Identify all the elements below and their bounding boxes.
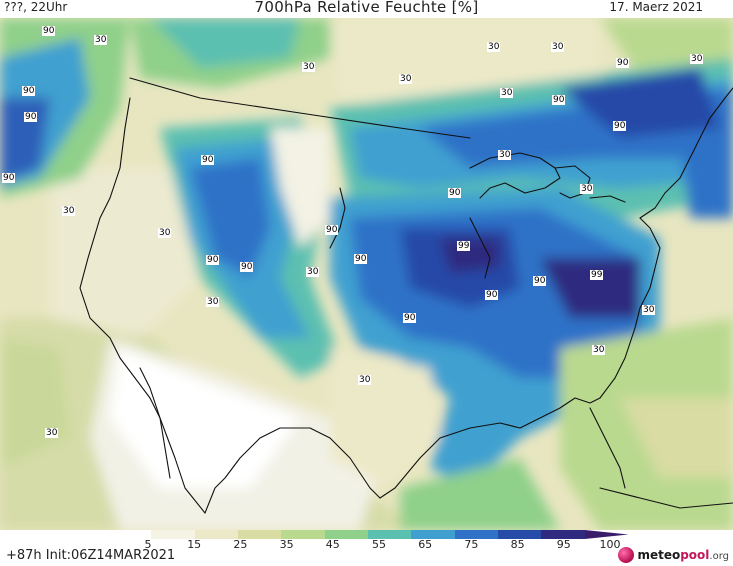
colorbar-tick-label: 35: [279, 538, 294, 551]
contour-label: 90: [206, 255, 220, 265]
contour-label: 99: [457, 241, 471, 251]
colorbar-tick-label: 75: [464, 538, 479, 551]
contour-label: 30: [158, 228, 172, 238]
contour-label: 90: [403, 313, 417, 323]
colorbar-tick-label: 55: [372, 538, 386, 551]
contour-label: 30: [498, 150, 512, 160]
contour-label: 30: [94, 35, 108, 45]
colorbar-segment: [454, 530, 499, 539]
colorbar-segment: [281, 530, 326, 539]
contour-label: 30: [399, 74, 413, 84]
date-label: 17. Maerz 2021: [609, 0, 703, 14]
contour-label: 90: [22, 86, 36, 96]
contour-label: 90: [325, 225, 339, 235]
contour-label: 90: [448, 188, 462, 198]
contour-label: 90: [552, 95, 566, 105]
contour-label: 30: [500, 88, 514, 98]
logo-text: meteopool.org: [637, 548, 729, 562]
map-title: 700hPa Relative Feuchte [%]: [254, 0, 479, 16]
colorbar-tick-label: 45: [325, 538, 340, 551]
contour-label: 30: [592, 345, 606, 355]
colorbar-segment: [498, 530, 542, 539]
colorbar-tick-label: 5: [144, 538, 152, 551]
header-bar: ???, 22Uhr 700hPa Relative Feuchte [%] 1…: [0, 0, 733, 18]
contour-label: 90: [613, 121, 627, 131]
contour-label: 30: [45, 428, 59, 438]
contour-label: 90: [240, 262, 254, 272]
colorbar-tick-label: 15: [187, 538, 202, 551]
colorbar-segment: [584, 530, 629, 539]
contour-label: 90: [201, 155, 215, 165]
contour-label: 90: [616, 58, 630, 68]
contour-label: 30: [642, 305, 656, 315]
contour-label: 30: [551, 42, 565, 52]
contour-label: 90: [42, 26, 56, 36]
contour-label: 90: [485, 290, 499, 300]
colorbar-segment: [194, 530, 239, 539]
contour-label: 30: [690, 54, 704, 64]
contour-label: 30: [358, 375, 372, 385]
colorbar-segment: [108, 530, 152, 539]
contour-label: 90: [533, 276, 547, 286]
contour-label: 30: [62, 206, 76, 216]
colorbar-tick-label: 85: [510, 538, 525, 551]
colorbar: [108, 530, 629, 544]
contour-label: 30: [487, 42, 501, 52]
humidity-field: [0, 18, 733, 530]
model-run-label: +87h Init:06Z14MAR2021: [6, 548, 176, 563]
colorbar-segment: [151, 530, 196, 539]
colorbar-segment: [411, 530, 456, 539]
contour-label: 30: [580, 184, 594, 194]
meteopool-logo[interactable]: meteopool.org: [618, 546, 729, 564]
colorbar-tick-label: 95: [556, 538, 571, 551]
logo-ball-icon: [618, 547, 635, 563]
colorbar-tick-label: 65: [418, 538, 433, 551]
contour-label: 90: [2, 173, 16, 183]
contour-label: 90: [24, 112, 38, 122]
contour-label: 90: [354, 254, 368, 264]
valid-time-label: ???, 22Uhr: [4, 0, 68, 14]
colorbar-tick-label: 25: [233, 538, 248, 551]
colorbar-segment: [541, 530, 586, 539]
contour-label: 99: [590, 270, 604, 280]
colorbar-segment: [368, 530, 412, 539]
colorbar-tick-label: 100: [599, 538, 621, 551]
contour-label: 30: [206, 297, 220, 307]
contour-label: 30: [306, 267, 320, 277]
humidity-map: [0, 18, 733, 530]
contour-label: 30: [302, 62, 316, 72]
colorbar-segment: [238, 530, 282, 539]
colorbar-ticks: 5 15 25 35 45 55 65 75 85 95 100: [108, 538, 628, 552]
colorbar-segment: [324, 530, 369, 539]
